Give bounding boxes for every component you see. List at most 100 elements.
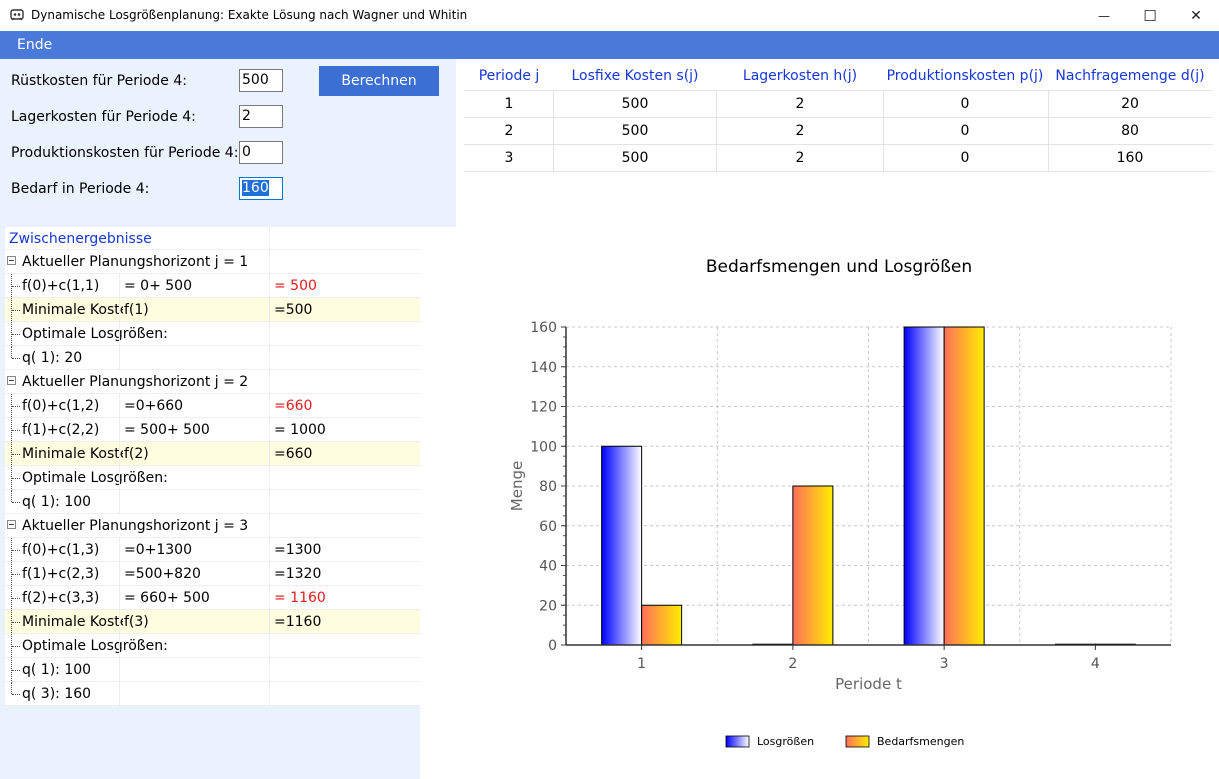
- tree-line: [11, 538, 12, 561]
- column-divider: [269, 610, 270, 633]
- tree-cell-label: q( 1): 100: [22, 662, 92, 678]
- tree-row[interactable]: Optimale Losgrößen:: [5, 634, 420, 658]
- close-button[interactable]: ✕: [1173, 0, 1219, 31]
- collapse-icon[interactable]: [7, 256, 16, 265]
- column-divider: [269, 514, 270, 537]
- tree-group-label: Aktueller Planungshorizont j = 1: [22, 254, 249, 270]
- y-tick-label: 100: [530, 439, 557, 455]
- tree-row[interactable]: Optimale Losgrößen:: [5, 466, 420, 490]
- tree-row[interactable]: f(0)+c(1,3) =0+1300 =1300: [5, 538, 420, 562]
- ruestkosten-input[interactable]: 500: [239, 69, 283, 92]
- zwischenergebnisse-tree[interactable]: Zwischenergebnisse Aktueller Planungshor…: [5, 227, 420, 706]
- tree-row[interactable]: f(2)+c(3,3) = 660+ 500 = 1160: [5, 586, 420, 610]
- column-divider: [269, 322, 270, 345]
- tree-line: [12, 358, 20, 359]
- column-divider: [269, 298, 270, 321]
- tree-line: [12, 598, 20, 599]
- table-row[interactable]: 1 500 2 0 20: [464, 90, 1213, 118]
- tree-group-row[interactable]: Aktueller Planungshorizont j = 3: [5, 514, 420, 538]
- table-header-cell[interactable]: Lagerkosten h(j): [742, 68, 858, 84]
- tree-cell-value: =660: [274, 446, 313, 462]
- table-cell: 1: [504, 96, 514, 112]
- tree-line: [11, 562, 12, 585]
- collapse-icon[interactable]: [7, 376, 16, 385]
- tree-line: [12, 574, 20, 575]
- tree-line: [11, 322, 12, 345]
- bedarf-input[interactable]: 160: [239, 177, 283, 200]
- x-tick-label: 3: [940, 656, 949, 672]
- periods-table[interactable]: Periode j Losfixe Kosten s(j) Lagerkosten …: [464, 59, 1213, 219]
- table-cell: 20: [1121, 96, 1139, 112]
- collapse-icon[interactable]: [7, 520, 16, 529]
- lagerkosten-label: Lagerkosten für Periode 4:: [11, 109, 196, 125]
- table-header-cell[interactable]: Nachfragemenge d(j): [1055, 68, 1205, 84]
- column-divider: [119, 298, 120, 321]
- tree-row[interactable]: f(1)+c(2,2) = 500+ 500 = 1000: [5, 418, 420, 442]
- tree-header: Zwischenergebnisse: [5, 227, 420, 250]
- tree-cell-label: f(1)+c(2,3): [22, 566, 100, 582]
- y-tick-label: 140: [530, 360, 557, 376]
- tree-cell-label: Minimale Koste: [22, 614, 129, 630]
- table-row[interactable]: 3 500 2 0 160: [464, 144, 1213, 172]
- x-axis-label: Periode t: [835, 675, 902, 693]
- column-divider: [269, 490, 270, 513]
- tree-row[interactable]: f(1)+c(2,3) =500+820 =1320: [5, 562, 420, 586]
- table-header-cell[interactable]: Produktionskosten p(j): [886, 68, 1044, 84]
- table-header-cell[interactable]: Periode j: [478, 68, 540, 84]
- column-divider: [119, 466, 120, 489]
- column-divider: [269, 274, 270, 297]
- ruestkosten-label: Rüstkosten für Periode 4:: [11, 73, 187, 89]
- tree-row[interactable]: q( 1): 20: [5, 346, 420, 370]
- x-tick-label: 1: [637, 656, 646, 672]
- legend-label: Bedarfsmengen: [877, 735, 964, 748]
- column-divider: [716, 90, 717, 171]
- column-divider: [119, 490, 120, 513]
- column-divider: [269, 394, 270, 417]
- tree-line: [11, 346, 12, 358]
- tree-row[interactable]: Minimale Koste f(3) =1160: [5, 610, 420, 634]
- table-cell: 2: [795, 150, 805, 166]
- y-tick-label: 60: [539, 519, 557, 535]
- table-header-cell[interactable]: Losfixe Kosten s(j): [571, 68, 699, 84]
- tree-cell-label: q( 3): 160: [22, 686, 92, 702]
- tree-line: [11, 418, 12, 441]
- column-divider: [119, 562, 120, 585]
- menu-item-ende[interactable]: Ende: [17, 37, 53, 53]
- maximize-button[interactable]: ☐: [1127, 0, 1173, 31]
- tree-group-row[interactable]: Aktueller Planungshorizont j = 2: [5, 370, 420, 394]
- lagerkosten-input[interactable]: 2: [239, 105, 283, 128]
- tree-cell-label: Optimale Losgrößen:: [22, 470, 168, 486]
- tree-row[interactable]: f(0)+c(1,1) = 0+ 500 = 500: [5, 274, 420, 298]
- tree-row[interactable]: Minimale Koste f(1) =500: [5, 298, 420, 322]
- produktionskosten-label: Produktionskosten für Periode 4:: [11, 145, 239, 161]
- tree-cell-label: f(0)+c(1,3): [22, 542, 100, 558]
- tree-row[interactable]: q( 1): 100: [5, 658, 420, 682]
- maximize-icon: ☐: [1143, 6, 1157, 25]
- table-cell: 2: [504, 123, 514, 139]
- tree-cell-formula: = 500+ 500: [124, 422, 210, 438]
- column-divider: [119, 418, 120, 441]
- tree-line: [11, 682, 12, 694]
- column-divider: [119, 322, 120, 345]
- tree-line: [12, 646, 20, 647]
- column-divider: [269, 370, 270, 393]
- tree-line: [12, 694, 20, 695]
- minimize-button[interactable]: —: [1081, 0, 1127, 31]
- produktionskosten-input[interactable]: 0: [239, 141, 283, 164]
- berechnen-button[interactable]: Berechnen: [319, 66, 439, 96]
- table-cell: 80: [1121, 123, 1139, 139]
- x-tick-label: 4: [1091, 656, 1100, 672]
- tree-row[interactable]: Minimale Koste f(2) =660: [5, 442, 420, 466]
- tree-row[interactable]: f(0)+c(1,2) =0+660 =660: [5, 394, 420, 418]
- tree-row[interactable]: Optimale Losgrößen:: [5, 322, 420, 346]
- tree-row[interactable]: q( 1): 100: [5, 490, 420, 514]
- tree-row[interactable]: q( 3): 160: [5, 682, 420, 706]
- tree-cell-formula: =0+1300: [124, 542, 192, 558]
- tree-group-row[interactable]: Aktueller Planungshorizont j = 1: [5, 250, 420, 274]
- tree-line: [11, 490, 12, 502]
- tree-line: [12, 670, 20, 671]
- column-divider: [269, 442, 270, 465]
- table-row[interactable]: 2 500 2 0 80: [464, 117, 1213, 145]
- tree-line: [11, 610, 12, 633]
- column-divider: [269, 227, 270, 249]
